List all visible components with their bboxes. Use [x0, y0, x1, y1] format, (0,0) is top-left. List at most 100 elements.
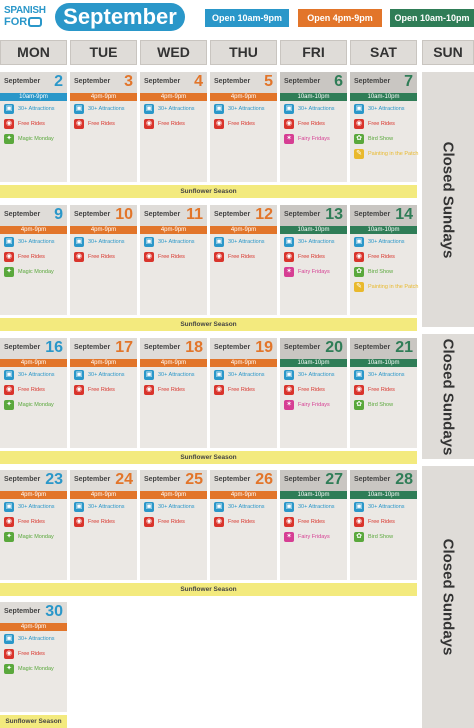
day-cell-header: September 14 — [350, 205, 417, 226]
day-cell[interactable]: September 18 4pm-9pm ▣ 30+ Attractions ◉ Free … — [140, 338, 207, 448]
event-label: Free Rides — [158, 387, 185, 393]
month-name: September — [354, 476, 391, 483]
day-cell[interactable]: September 11 4pm-9pm ▣ 30+ Attractions ◉ Free … — [140, 205, 207, 315]
day-number: 14 — [395, 206, 413, 223]
day-cell[interactable]: September 23 4pm-9pm ▣ 30+ Attractions ◉ Free … — [0, 470, 67, 580]
attractions-icon: ▣ — [354, 370, 364, 380]
day-cell-header: September 17 — [70, 338, 137, 359]
day-cell-header: September 19 — [210, 338, 277, 359]
day-cell[interactable]: September 17 4pm-9pm ▣ 30+ Attractions ◉ Free … — [70, 338, 137, 448]
closed-sundays-block: Closed Sundays — [422, 334, 474, 459]
day-cell-header: September 9 — [0, 205, 67, 226]
closed-sundays-label: Closed Sundays — [439, 338, 457, 455]
day-cell[interactable]: September 10 4pm-9pm ▣ 30+ Attractions ◉ Free … — [70, 205, 137, 315]
hours-bar: 4pm-9pm — [70, 226, 137, 234]
day-cell[interactable]: September 6 10am-10pm ▣ 30+ Attractions ◉ Free… — [280, 72, 347, 182]
event-label: 30+ Attractions — [88, 504, 125, 510]
month-name: September — [74, 211, 111, 218]
day-cell-header: September 24 — [70, 470, 137, 491]
hours-bar: 4pm-9pm — [210, 226, 277, 234]
attractions-icon: ▣ — [144, 237, 154, 247]
event-attractions: ▣ 30+ Attractions — [74, 500, 137, 514]
day-cell-header: September 21 — [350, 338, 417, 359]
day-cell[interactable]: September 9 4pm-9pm ▣ 30+ Attractions ◉ Free R… — [0, 205, 67, 315]
event-rides: ◉ Free Rides — [74, 117, 137, 131]
day-cell[interactable]: September 13 10am-10pm ▣ 30+ Attractions ◉ Fre… — [280, 205, 347, 315]
ride-icon: ◉ — [144, 385, 154, 395]
dayhead-wed: WED — [140, 40, 207, 65]
day-cell[interactable]: September 27 10am-10pm ▣ 30+ Attractions ◉ Fre… — [280, 470, 347, 580]
day-cell-header: September 10 — [70, 205, 137, 226]
day-cell[interactable]: September 4 4pm-9pm ▣ 30+ Attractions ◉ Free R… — [140, 72, 207, 182]
hours-badge-4pm-9pm: Open 4pm-9pm — [298, 9, 382, 27]
day-cell[interactable]: September 19 4pm-9pm ▣ 30+ Attractions ◉ Free … — [210, 338, 277, 448]
day-cell-header: September 16 — [0, 338, 67, 359]
event-label: 30+ Attractions — [368, 239, 405, 245]
sunflower-season-bar: Sunflower Season — [0, 583, 417, 596]
event-rides: ◉ Free Rides — [214, 383, 277, 397]
event-fairy: ✶ Fairy Fridays — [284, 530, 347, 544]
event-magic: ✦ Magic Monday — [4, 662, 67, 676]
day-cell[interactable]: September 5 4pm-9pm ▣ 30+ Attractions ◉ Free R… — [210, 72, 277, 182]
closed-sundays-label: Closed Sundays — [439, 538, 457, 656]
event-label: 30+ Attractions — [298, 504, 335, 510]
month-name: September — [214, 344, 251, 351]
hours-bar: 10am-10pm — [280, 226, 347, 234]
event-label: 30+ Attractions — [18, 106, 55, 112]
event-label: Fairy Fridays — [298, 402, 330, 408]
day-number: 11 — [186, 206, 203, 223]
day-cell[interactable]: September 12 4pm-9pm ▣ 30+ Attractions ◉ Free … — [210, 205, 277, 315]
day-cell[interactable]: September 16 4pm-9pm ▣ 30+ Attractions ◉ Free … — [0, 338, 67, 448]
day-cell-header: September 2 — [0, 72, 67, 93]
event-rides: ◉ Free Rides — [214, 515, 277, 529]
day-cell-header: September 6 — [280, 72, 347, 93]
event-painting: ✎ Painting in the Patch — [354, 147, 418, 161]
day-cell[interactable]: September 24 4pm-9pm ▣ 30+ Attractions ◉ Free … — [70, 470, 137, 580]
attractions-icon: ▣ — [4, 237, 14, 247]
day-number: 2 — [54, 73, 63, 90]
day-cell-header: September 12 — [210, 205, 277, 226]
day-cell-header: September 11 — [140, 205, 207, 226]
event-label: Fairy Fridays — [298, 534, 330, 540]
event-rides: ◉ Free Rides — [4, 117, 67, 131]
closed-sundays-block: Closed Sundays — [422, 72, 474, 327]
event-rides: ◉ Free Rides — [74, 515, 137, 529]
event-label: 30+ Attractions — [158, 106, 195, 112]
day-number: 21 — [395, 339, 413, 356]
day-cell[interactable]: September 20 10am-10pm ▣ 30+ Attractions ◉ Fre… — [280, 338, 347, 448]
event-attractions: ▣ 30+ Attractions — [214, 235, 277, 249]
event-attractions: ▣ 30+ Attractions — [4, 368, 67, 382]
event-label: Free Rides — [298, 519, 325, 525]
event-label: 30+ Attractions — [88, 239, 125, 245]
day-cell[interactable]: September 30 4pm-9pm ▣ 30+ Attractions ◉ Free … — [0, 602, 67, 712]
event-label: Magic Monday — [18, 402, 54, 408]
event-magic: ✦ Magic Monday — [4, 132, 67, 146]
day-cell[interactable]: September 2 10am-9pm ▣ 30+ Attractions ◉ Free … — [0, 72, 67, 182]
day-cell-header: September 25 — [140, 470, 207, 491]
ride-icon: ◉ — [214, 252, 224, 262]
event-attractions: ▣ 30+ Attractions — [4, 102, 67, 116]
day-number: 17 — [115, 339, 133, 356]
event-label: Fairy Fridays — [298, 269, 330, 275]
month-name: September — [284, 78, 321, 85]
ride-icon: ◉ — [284, 517, 294, 527]
event-label: Free Rides — [18, 254, 45, 260]
day-cell[interactable]: September 7 10am-10pm ▣ 30+ Attractions ◉ Free… — [350, 72, 418, 182]
event-label: 30+ Attractions — [158, 239, 195, 245]
event-label: Free Rides — [368, 121, 395, 127]
event-attractions: ▣ 30+ Attractions — [74, 235, 137, 249]
event-label: Magic Monday — [18, 269, 54, 275]
event-label: Magic Monday — [18, 666, 54, 672]
day-cell[interactable]: September 21 10am-10pm ▣ 30+ Attractions ◉ Fre… — [350, 338, 417, 448]
day-cell[interactable]: September 3 4pm-9pm ▣ 30+ Attractions ◉ Free R… — [70, 72, 137, 182]
day-cell[interactable]: September 28 10am-10pm ▣ 30+ Attractions ◉ Fre… — [350, 470, 417, 580]
event-label: 30+ Attractions — [228, 239, 265, 245]
day-cell[interactable]: September 25 4pm-9pm ▣ 30+ Attractions ◉ Free … — [140, 470, 207, 580]
day-cell[interactable]: September 26 4pm-9pm ▣ 30+ Attractions ◉ Free … — [210, 470, 277, 580]
day-cell-header: September 20 — [280, 338, 347, 359]
month-name: September — [74, 476, 111, 483]
day-cell[interactable]: September 14 10am-10pm ▣ 30+ Attractions ◉ Fre… — [350, 205, 418, 315]
event-label: 30+ Attractions — [18, 636, 55, 642]
hours-badge-10am-10pm: Open 10am-10pm — [390, 9, 474, 27]
event-rides: ◉ Free Rides — [4, 250, 67, 264]
